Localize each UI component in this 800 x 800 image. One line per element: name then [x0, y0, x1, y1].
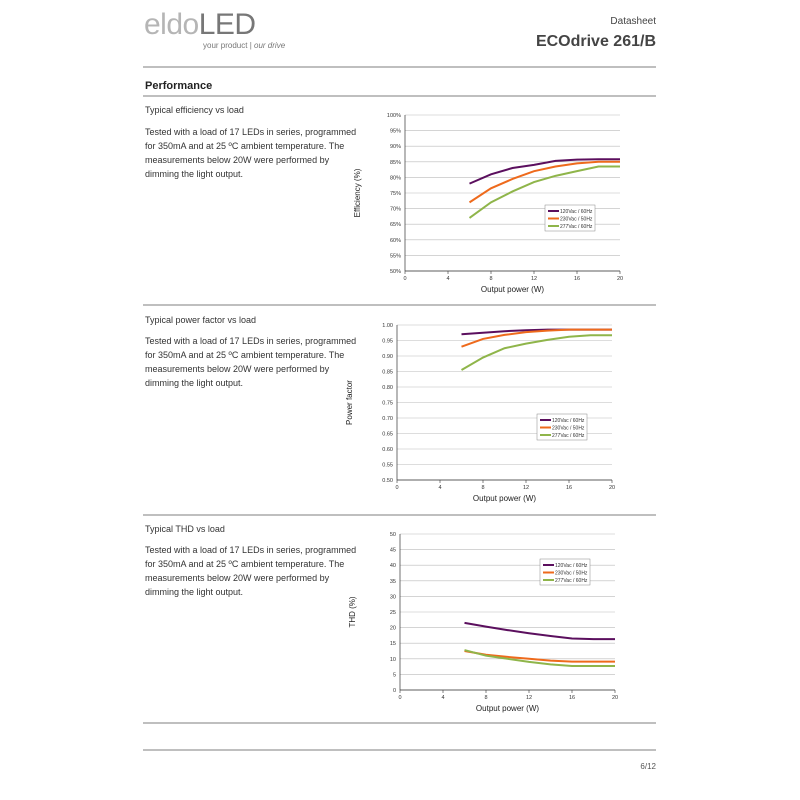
y-tick-label: 80% — [390, 175, 401, 181]
y-tick-label: 60% — [390, 238, 401, 244]
x-tick-label: 0 — [395, 485, 398, 491]
y-tick-label: 0.65 — [382, 432, 393, 438]
y-tick-label: 20 — [390, 626, 396, 632]
y-tick-label: 0.85 — [382, 370, 393, 376]
y-tick-label: 0.55 — [382, 463, 393, 469]
y-tick-label: 40 — [390, 563, 396, 569]
series-line — [464, 650, 615, 663]
series-line — [464, 649, 615, 667]
x-tick-label: 8 — [481, 485, 484, 491]
y-tick-label: 0.95 — [382, 339, 393, 345]
y-tick-label: 65% — [390, 222, 401, 228]
series-line — [461, 334, 612, 371]
y-tick-label: 100% — [387, 113, 401, 119]
series-line — [461, 328, 612, 348]
y-tick-label: 70% — [390, 207, 401, 213]
y-tick-label: 85% — [390, 160, 401, 166]
y-axis-title: THD (%) — [348, 596, 357, 627]
x-tick-label: 16 — [569, 695, 575, 701]
block-title: Typical efficiency vs load — [145, 105, 244, 115]
x-tick-label: 12 — [523, 485, 529, 491]
y-tick-label: 0.90 — [382, 354, 393, 360]
y-tick-label: 75% — [390, 191, 401, 197]
y-tick-label: 0.70 — [382, 416, 393, 422]
x-tick-label: 20 — [617, 276, 623, 282]
logo-part: eldo — [144, 8, 199, 41]
tagline: your product | our drive — [203, 41, 285, 50]
x-axis-title: Output power (W) — [481, 285, 544, 294]
series-line — [468, 165, 620, 219]
y-tick-label: 90% — [390, 144, 401, 150]
legend-label: 277Vac / 60Hz — [560, 224, 593, 230]
y-tick-label: 5 — [393, 672, 396, 678]
legend-label: 230Vac / 50Hz — [552, 425, 585, 431]
legend-label: 120Vac / 60Hz — [555, 563, 588, 569]
block-text: Tested with a load of 17 LEDs in series,… — [145, 127, 357, 179]
x-tick-label: 16 — [566, 485, 572, 491]
x-tick-label: 20 — [612, 695, 618, 701]
y-tick-label: 30 — [390, 594, 396, 600]
legend-label: 120Vac / 60Hz — [552, 418, 585, 424]
y-axis-title: Efficiency (%) — [353, 168, 362, 217]
block-text: Tested with a load of 17 LEDs in series,… — [145, 545, 357, 597]
legend-label: 277Vac / 60Hz — [552, 433, 585, 439]
block-title: Typical power factor vs load — [145, 315, 257, 325]
page-number: 6/12 — [640, 762, 656, 771]
x-tick-label: 16 — [574, 276, 580, 282]
series-line — [464, 621, 615, 641]
y-tick-label: 10 — [390, 657, 396, 663]
y-tick-label: 0.75 — [382, 401, 393, 407]
x-axis-title: Output power (W) — [473, 494, 536, 503]
y-axis-title: Power factor — [345, 380, 354, 425]
y-tick-label: 50 — [390, 532, 396, 538]
x-tick-label: 4 — [438, 485, 441, 491]
x-tick-label: 8 — [489, 276, 492, 282]
logo-part: LED — [198, 8, 256, 41]
y-tick-label: 0 — [393, 688, 396, 694]
y-tick-label: 25 — [390, 610, 396, 616]
doc-type: Datasheet — [610, 16, 656, 27]
product-name: ECOdrive 261/B — [535, 33, 656, 50]
logo: eldoLED — [144, 8, 256, 42]
x-tick-label: 8 — [484, 695, 487, 701]
block-title: Typical THD vs load — [145, 524, 225, 534]
y-tick-label: 0.50 — [382, 478, 393, 484]
y-tick-label: 0.60 — [382, 447, 393, 453]
series-line — [468, 160, 620, 204]
legend-label: 230Vac / 50Hz — [560, 216, 593, 222]
legend-label: 120Vac / 60Hz — [560, 209, 593, 215]
y-tick-label: 15 — [390, 641, 396, 647]
y-tick-label: 55% — [390, 253, 401, 259]
y-tick-label: 1.00 — [382, 323, 393, 329]
x-axis-title: Output power (W) — [476, 704, 539, 713]
x-tick-label: 20 — [609, 485, 615, 491]
x-tick-label: 12 — [526, 695, 532, 701]
section-title: Performance — [145, 80, 213, 92]
tagline-text: your product | — [203, 41, 252, 50]
x-tick-label: 4 — [441, 695, 444, 701]
x-tick-label: 4 — [446, 276, 449, 282]
legend-label: 230Vac / 50Hz — [555, 570, 588, 576]
y-tick-label: 0.80 — [382, 385, 393, 391]
x-tick-label: 12 — [531, 276, 537, 282]
block-text: Tested with a load of 17 LEDs in series,… — [145, 336, 357, 388]
legend-label: 277Vac / 60Hz — [555, 578, 588, 584]
tagline-em: our drive — [254, 41, 286, 50]
x-tick-label: 0 — [398, 695, 401, 701]
y-tick-label: 45 — [390, 548, 396, 554]
y-tick-label: 50% — [390, 269, 401, 275]
series-line — [469, 158, 620, 185]
x-tick-label: 0 — [403, 276, 406, 282]
y-tick-label: 95% — [390, 129, 401, 135]
y-tick-label: 35 — [390, 579, 396, 585]
